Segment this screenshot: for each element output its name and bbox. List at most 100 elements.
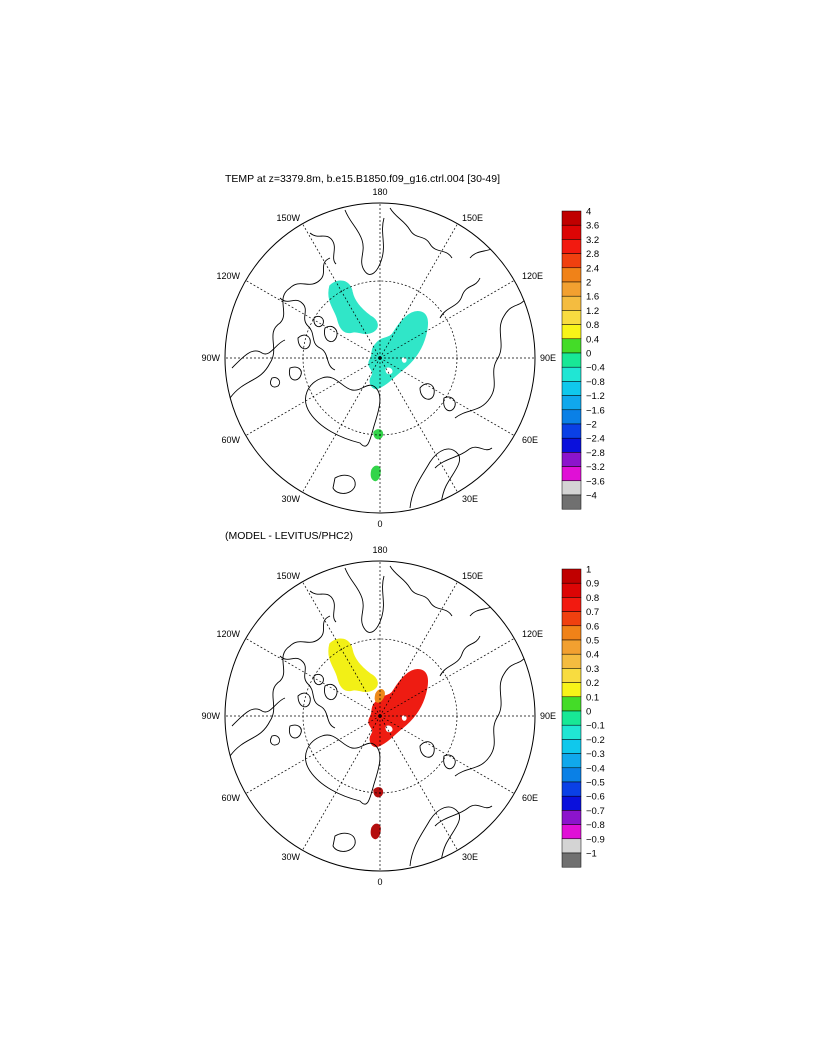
island-hole bbox=[401, 357, 407, 363]
coastlines bbox=[229, 207, 527, 513]
longitude-label-upper-right-2: 120E bbox=[522, 629, 543, 639]
colorbar-swatch bbox=[561, 753, 582, 769]
meridian-line bbox=[245, 357, 381, 436]
longitude-label-top: 180 bbox=[372, 545, 387, 555]
colorbar-swatch bbox=[561, 582, 582, 598]
colorbar-swatch bbox=[561, 838, 582, 854]
panel-top: TEMP at z=3379.8m, b.e15.B1850.f09_g16.c… bbox=[201, 173, 604, 529]
colorbar-swatch bbox=[561, 696, 582, 712]
colorbar-swatch bbox=[561, 639, 582, 655]
longitude-label-right: 90E bbox=[540, 711, 556, 721]
longitude-label-lower-left-2: 30W bbox=[281, 494, 300, 504]
colorbar-swatch bbox=[561, 210, 582, 226]
colorbar-label: −1 bbox=[586, 849, 597, 860]
colorbar-swatch bbox=[561, 480, 582, 496]
colorbar-swatch bbox=[561, 224, 582, 240]
longitude-label-upper-left-2: 120W bbox=[216, 271, 240, 281]
colorbar-swatch bbox=[561, 267, 582, 283]
colorbar: 4 3.6 3.2 2.8 2.4 2 1.6 1.2 0.8 0.4 0 −0.4 −0.8 −1.2 −… bbox=[561, 207, 605, 510]
colorbar-swatch bbox=[561, 810, 582, 825]
meridian-line bbox=[379, 638, 515, 717]
longitude-label-left: 90W bbox=[201, 353, 220, 363]
colorbar-swatch bbox=[561, 611, 582, 627]
colorbar-swatch bbox=[561, 852, 582, 868]
colorbar-swatch bbox=[561, 668, 582, 683]
colorbar-label: 0.4 bbox=[586, 334, 599, 345]
longitude-label-lower-left-2: 30W bbox=[281, 852, 300, 862]
colorbar-swatch bbox=[561, 239, 582, 254]
colorbar-label: 2.4 bbox=[586, 263, 599, 274]
colorbar-label: 0.8 bbox=[586, 593, 599, 604]
meridian-line bbox=[245, 280, 381, 359]
colorbar-swatch bbox=[561, 281, 582, 297]
meridian-line bbox=[379, 280, 515, 359]
colorbar-label: 0.5 bbox=[586, 636, 599, 647]
colorbar-label: 2 bbox=[586, 278, 591, 289]
meridian-line bbox=[302, 715, 381, 851]
colorbar-label: 0 bbox=[586, 707, 591, 718]
colorbar-swatch bbox=[561, 710, 582, 726]
colorbar-swatch bbox=[561, 366, 582, 382]
colorbar-label: −0.7 bbox=[586, 806, 605, 817]
colorbar-swatch bbox=[561, 568, 582, 584]
colorbar-label: 0 bbox=[586, 349, 591, 360]
colorbar-swatch bbox=[561, 625, 582, 641]
colorbar-label: 0.8 bbox=[586, 320, 599, 331]
island-hole bbox=[385, 725, 393, 733]
map-boundary bbox=[224, 202, 536, 514]
colorbar-swatch bbox=[561, 381, 582, 396]
colorbar-label: −0.4 bbox=[586, 763, 605, 774]
colorbar-label: −0.2 bbox=[586, 735, 605, 746]
colorbar-label: −0.8 bbox=[586, 820, 605, 831]
colorbar: 1 0.9 0.8 0.7 0.6 0.5 0.4 0.3 0.2 0.1 0 −0.1 −0.2 −0.… bbox=[561, 565, 605, 868]
colorbar-swatch bbox=[561, 767, 582, 783]
colorbar-label: −0.8 bbox=[586, 377, 605, 388]
longitude-label-lower-right-2: 30E bbox=[462, 852, 478, 862]
colorbar-label: 0.9 bbox=[586, 579, 599, 590]
colorbar-label: 4 bbox=[586, 207, 591, 218]
meridian-line bbox=[302, 581, 381, 717]
panel-bottom: (MODEL - LEVITUS/PHC2) 180 0 90W 90E 150W 120W… bbox=[201, 530, 604, 887]
colorbar-label: 0.1 bbox=[586, 692, 599, 703]
colorbar-label: −0.1 bbox=[586, 721, 605, 732]
colorbar-label: −2.4 bbox=[586, 434, 605, 445]
longitude-label-bottom: 0 bbox=[377, 519, 382, 529]
longitude-label-bottom: 0 bbox=[377, 877, 382, 887]
meridian-line bbox=[379, 581, 458, 717]
colorbar-label: 2.8 bbox=[586, 249, 599, 260]
colorbar-label: −2.8 bbox=[586, 448, 605, 459]
colorbar-swatch bbox=[561, 795, 582, 811]
colorbar-label: 1.2 bbox=[586, 306, 599, 317]
fram-strait-anomaly-2 bbox=[370, 823, 381, 840]
meridian-line bbox=[379, 223, 458, 359]
colorbar-swatch bbox=[561, 466, 582, 482]
colorbar-swatch bbox=[561, 324, 582, 340]
colorbar-swatch bbox=[561, 653, 582, 669]
colorbar-swatch bbox=[561, 253, 582, 269]
colorbar-label: −3.2 bbox=[586, 462, 605, 473]
colorbar-swatch bbox=[561, 682, 582, 698]
colorbar-swatch bbox=[561, 452, 582, 467]
fram-strait-anomaly-1 bbox=[373, 787, 384, 798]
colorbar-label: −4 bbox=[586, 491, 597, 502]
longitude-label-upper-left-1: 150W bbox=[276, 571, 300, 581]
longitude-label-lower-left-1: 60W bbox=[221, 793, 240, 803]
colorbar-label: −0.5 bbox=[586, 778, 605, 789]
colorbar-swatch bbox=[561, 338, 582, 354]
colorbar-label: −0.3 bbox=[586, 749, 605, 760]
colorbar-label: 0.3 bbox=[586, 664, 599, 675]
longitude-label-upper-left-1: 150W bbox=[276, 213, 300, 223]
colorbar-swatch bbox=[561, 423, 582, 439]
meridian-line bbox=[302, 223, 381, 359]
colorbar-label: 0.7 bbox=[586, 607, 599, 618]
meridian-line bbox=[245, 638, 381, 717]
longitude-label-upper-left-2: 120W bbox=[216, 629, 240, 639]
colorbar-swatch bbox=[561, 395, 582, 411]
colorbar-swatch bbox=[561, 824, 582, 840]
island-hole bbox=[401, 715, 407, 721]
colorbar-swatch bbox=[561, 597, 582, 612]
colorbar-label: 1.6 bbox=[586, 292, 599, 303]
panel-title: TEMP at z=3379.8m, b.e15.B1850.f09_g16.c… bbox=[225, 173, 500, 185]
longitude-label-lower-right-2: 30E bbox=[462, 494, 478, 504]
